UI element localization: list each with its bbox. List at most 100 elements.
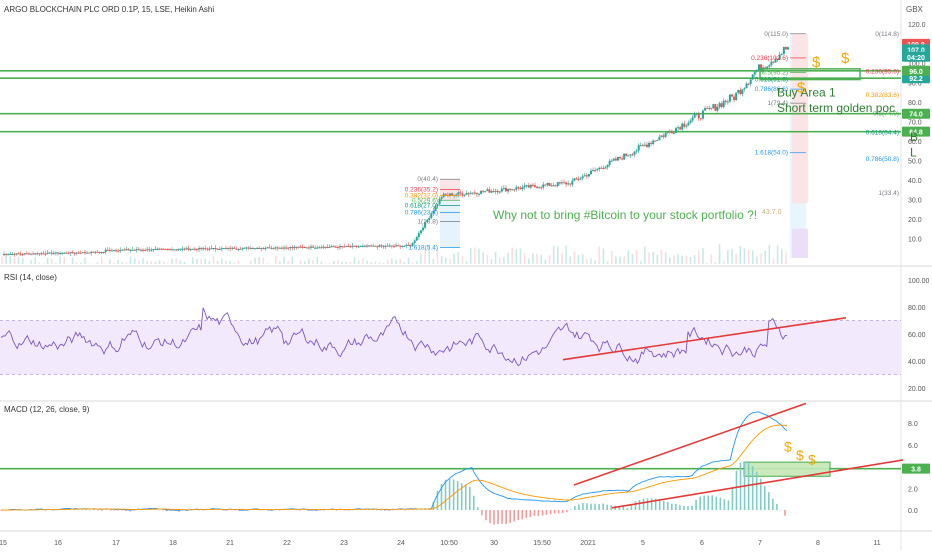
volume-bar (275, 256, 277, 264)
candle-body (320, 247, 322, 248)
macd-histogram-bar (109, 510, 111, 511)
volume-bar (640, 261, 642, 264)
candle-body (88, 253, 90, 254)
candle-body (175, 249, 177, 250)
candle-body (397, 245, 399, 246)
candle-body (391, 246, 393, 247)
candle-body (708, 108, 710, 109)
macd-histogram-bar (651, 498, 653, 510)
volume-bar (632, 254, 634, 264)
candle-body (752, 75, 754, 80)
candle-body (59, 253, 61, 254)
macd-histogram-bar (420, 510, 422, 511)
volume-bar (466, 261, 468, 264)
candle-body (503, 188, 505, 189)
time-axis-tick: 21 (226, 540, 234, 547)
volume-bar (362, 258, 364, 264)
macd-histogram-bar (558, 510, 560, 513)
candle-body (470, 193, 472, 194)
volume-bar (142, 258, 144, 264)
candle-body (683, 124, 685, 127)
candle-body (179, 249, 181, 250)
candle-body (629, 155, 631, 156)
candle-body (148, 249, 150, 250)
candle-body (121, 250, 123, 251)
buy-area-label: Buy Area 1 (777, 85, 836, 99)
macd-level-badge-text: 3.8 (911, 467, 921, 474)
candle-body (484, 191, 486, 192)
time-axis-tick: 8 (816, 540, 820, 547)
macd-histogram-bar (101, 510, 103, 511)
volume-bar (233, 263, 235, 264)
volume-bar (370, 262, 372, 264)
candle-body (696, 114, 698, 115)
fib-label-mid: 0.5(95.2) (762, 69, 788, 76)
volume-bar (449, 259, 451, 264)
candle-body (646, 145, 648, 147)
candle-body (445, 194, 447, 195)
volume-bar (694, 255, 696, 264)
volume-bar (5, 256, 7, 264)
volume-bar (9, 256, 11, 264)
macd-histogram-bar (623, 507, 625, 510)
macd-histogram-bar (121, 510, 123, 511)
candle-body (258, 248, 260, 249)
candle-body (293, 247, 295, 248)
price-badge-text: 96.0 (909, 69, 923, 76)
volume-bar (698, 251, 700, 264)
macd-signal-line (1, 425, 787, 510)
candle-body (476, 193, 478, 194)
macd-histogram-bar (505, 510, 507, 524)
volume-bar (486, 255, 488, 264)
volume-bar (710, 255, 712, 264)
volume-bar (482, 252, 484, 264)
volume-bar (383, 263, 385, 264)
candle-body (613, 159, 615, 161)
macd-histogram-bar (416, 510, 418, 511)
currency-label[interactable]: GBX (906, 5, 923, 14)
candle-body (260, 248, 262, 249)
volume-bar (345, 262, 347, 264)
macd-histogram-bar (663, 501, 665, 510)
candle-body (534, 185, 536, 187)
volume-bar (408, 258, 410, 264)
macd-histogram-bar (404, 510, 406, 511)
candle-body (590, 171, 592, 174)
candle-body (459, 192, 461, 193)
candle-body (186, 248, 188, 249)
volume-bar (574, 251, 576, 264)
fib-label-mid: 0.236(102.6) (751, 55, 788, 62)
fib-label-left: 1(18.8) (417, 218, 438, 225)
price-axis-tick: 80.0 (908, 100, 922, 107)
volume-bar (146, 262, 148, 264)
volume-bar (540, 255, 542, 264)
candle-body (271, 248, 273, 249)
macd-histogram-bar (117, 510, 119, 511)
candle-body (289, 247, 291, 248)
macd-histogram-bar (526, 510, 528, 518)
candle-body (663, 135, 665, 136)
price-badge-text: 04:20 (907, 55, 925, 62)
candle-body (82, 252, 84, 253)
volume-bar (225, 261, 227, 264)
macd-histogram-bar (93, 510, 95, 511)
macd-line (1, 412, 787, 511)
candle-body (132, 250, 134, 251)
macd-histogram-bar (578, 504, 580, 510)
macd-histogram-bar (574, 506, 576, 510)
candle-body (235, 249, 237, 250)
macd-histogram-bar (158, 510, 160, 511)
candle-body (291, 247, 293, 248)
candle-body (242, 248, 244, 249)
macd-histogram-bar (449, 479, 451, 510)
candle-body (783, 47, 785, 54)
macd-histogram-bar (259, 510, 261, 511)
candle-body (389, 246, 391, 247)
candle-body (229, 248, 231, 249)
candle-body (636, 151, 638, 152)
candle-body (420, 230, 422, 233)
candle-body (78, 253, 80, 254)
candle-body (474, 193, 476, 194)
